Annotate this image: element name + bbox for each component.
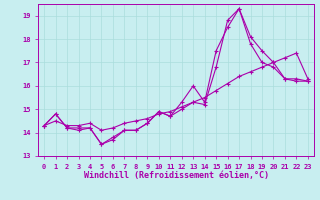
X-axis label: Windchill (Refroidissement éolien,°C): Windchill (Refroidissement éolien,°C) [84,171,268,180]
